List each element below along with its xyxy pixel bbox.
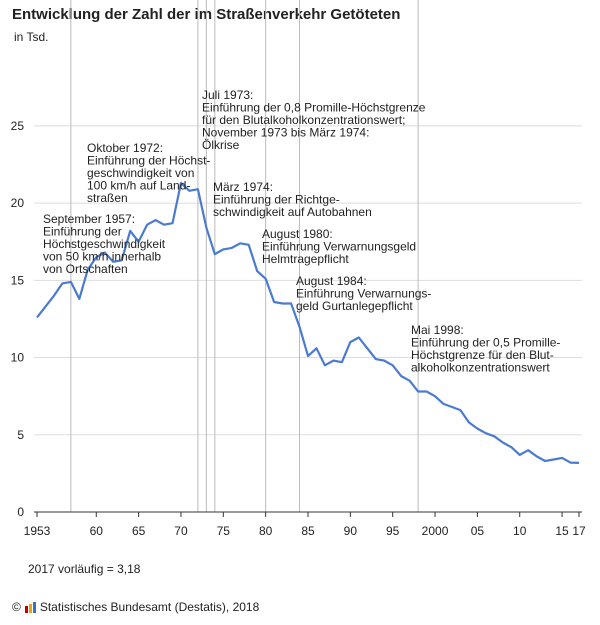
annotation-line: 100 km/h auf Land- xyxy=(87,179,190,193)
x-tick-label: 90 xyxy=(344,524,358,538)
annotation-line: Ölkrise xyxy=(202,138,240,152)
source-text: Statistisches Bundesamt (Destatis), 2018 xyxy=(39,600,260,614)
annotation-line: alkoholkonzentrationswert xyxy=(411,361,550,375)
y-tick-label: 20 xyxy=(11,196,25,210)
x-tick-label: 17 xyxy=(572,524,586,538)
annotation-line: Oktober 1972: xyxy=(87,141,163,155)
preliminary-note: 2017 vorläufig = 3,18 xyxy=(28,562,141,576)
x-tick-label: 70 xyxy=(174,524,188,538)
annotation-line: straßen xyxy=(87,191,128,205)
annotation-line: Einführung der Richtge- xyxy=(213,193,340,207)
annotation-line: von Ortschaften xyxy=(43,262,128,276)
x-tick-label: 15 xyxy=(555,524,569,538)
data-series-line xyxy=(36,181,580,464)
annotation-label: August 1984: Einführung Verwarnungs-geld … xyxy=(296,274,431,313)
annotation-line: August 1984: xyxy=(296,274,367,288)
annotation-line: November 1973 bis März 1974: xyxy=(202,126,369,140)
annotation-line: Einführung der 0,5 Promille- xyxy=(411,336,560,350)
y-tick-label: 0 xyxy=(17,505,24,519)
y-tick-label: 15 xyxy=(11,273,25,287)
annotation-label: August 1980: Einführung Verwarnungsgeld He… xyxy=(262,227,416,266)
annotation-label: Mai 1998: Einführung der 0,5 Promille-Höc… xyxy=(411,323,560,375)
x-tick-label: 85 xyxy=(301,524,315,538)
annotation-line: geld Gurtanlegepflicht xyxy=(296,299,413,313)
x-tick-label: 95 xyxy=(386,524,400,538)
annotation-line: Einführung der 0,8 Promille-Höchstgrenze xyxy=(202,101,426,115)
copyright-symbol: © xyxy=(12,600,21,614)
annotation-line: August 1980: xyxy=(262,227,333,241)
annotation-line: Einführung Verwarnungsgeld xyxy=(262,240,416,254)
annotation-line: Einführung der Höchst- xyxy=(87,154,210,168)
x-tick-label: 80 xyxy=(259,524,273,538)
annotation-label: März 1974: Einführung der Richtge-schwind… xyxy=(213,180,372,219)
annotation-line: Helmtragepflicht xyxy=(262,252,349,266)
y-tick-label: 10 xyxy=(11,351,25,365)
annotation-line: Juli 1973: xyxy=(202,88,253,102)
annotation-line: März 1974: xyxy=(213,180,273,194)
y-tick-label: 5 xyxy=(17,428,24,442)
x-tick-label: 10 xyxy=(513,524,527,538)
chart-subtitle: in Tsd. xyxy=(14,30,49,44)
source-footer: © Statistisches Bundesamt (Destatis), 20… xyxy=(12,600,259,614)
annotation-label: September 1957: Einführung der Höchstgesch… xyxy=(43,212,166,276)
annotation-line: Höchstgeschwindigkeit xyxy=(43,237,166,251)
x-tick-label: 65 xyxy=(132,524,146,538)
y-tick-label: 25 xyxy=(11,119,25,133)
annotation-label: Oktober 1972: Einführung der Höchst-gesch… xyxy=(87,141,210,205)
annotation-line: geschwindigkeit von xyxy=(87,166,194,180)
x-tick-label: 60 xyxy=(90,524,104,538)
x-tick-label: 2000 xyxy=(422,524,449,538)
annotation-line: September 1957: xyxy=(43,212,135,226)
destatis-logo-icon xyxy=(24,601,36,613)
annotation-line: für den Blutalkoholkonzentrationswert; xyxy=(202,113,405,127)
x-tick-label: 05 xyxy=(471,524,485,538)
annotation-line: Einführung Verwarnungs- xyxy=(296,287,431,301)
annotation-line: Einführung der xyxy=(43,225,122,239)
annotation-line: schwindigkeit auf Autobahnen xyxy=(213,205,372,219)
annotation-line: Mai 1998: xyxy=(411,323,464,337)
annotation-line: Höchstgrenze für den Blut- xyxy=(411,348,554,362)
x-tick-label: 75 xyxy=(217,524,231,538)
annotation-line: von 50 km/h innerhalb xyxy=(43,250,161,264)
x-tick-label: 1953 xyxy=(24,524,51,538)
annotation-label: Juli 1973: Einführung der 0,8 Promille-Hö… xyxy=(202,88,426,152)
